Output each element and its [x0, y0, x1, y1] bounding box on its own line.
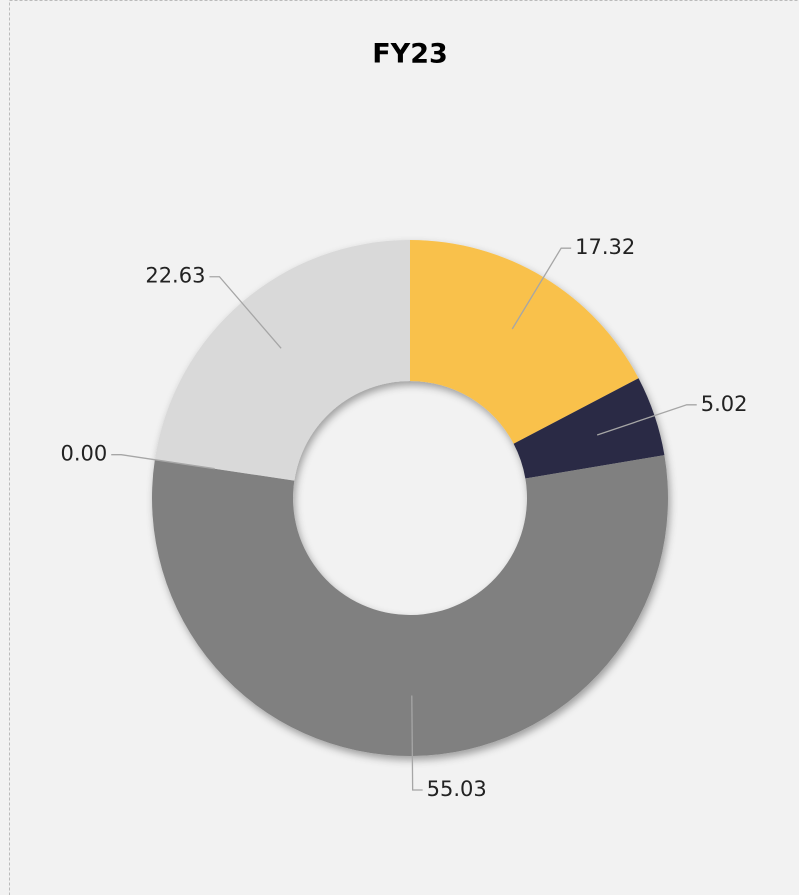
data-label: 17.32 [575, 235, 635, 259]
panel [9, 0, 799, 895]
donut-slice [151, 455, 668, 757]
chart-title: FY23 [372, 39, 448, 70]
donut-slice [513, 378, 665, 479]
donut [151, 240, 668, 757]
donut-slice [410, 240, 639, 444]
leader-line [511, 247, 572, 330]
leader-line [111, 454, 215, 470]
leader-line [596, 404, 697, 436]
leader-line [411, 695, 423, 791]
donut-slice [154, 240, 410, 481]
leader-line [209, 276, 282, 349]
data-label: 55.03 [427, 777, 487, 801]
data-label: 5.02 [701, 392, 748, 416]
data-label: 0.00 [60, 442, 107, 466]
data-label: 22.63 [145, 264, 205, 288]
